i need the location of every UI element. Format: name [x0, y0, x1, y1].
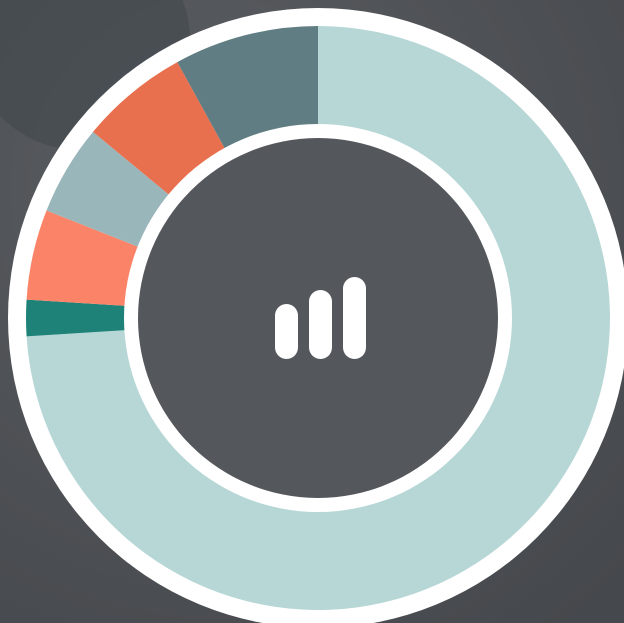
icon-bar — [275, 304, 298, 359]
chart-icon — [275, 277, 366, 359]
icon-bar — [309, 290, 332, 359]
icon-bar — [343, 277, 366, 359]
slice — [26, 26, 611, 610]
